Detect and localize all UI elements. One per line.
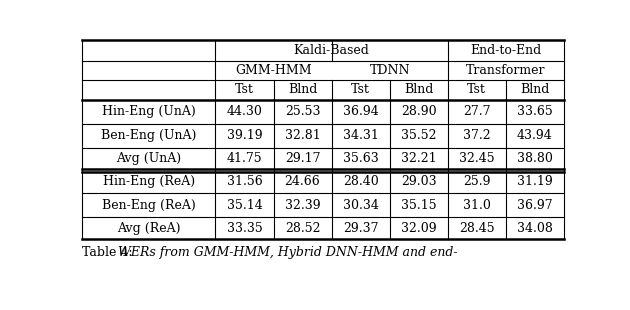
Text: 35.14: 35.14: [227, 199, 262, 212]
Text: Hin-Eng (UnA): Hin-Eng (UnA): [102, 105, 195, 118]
Text: 39.19: 39.19: [227, 129, 262, 142]
Text: Blnd: Blnd: [288, 83, 318, 96]
Text: GMM-HMM: GMM-HMM: [235, 64, 312, 77]
Text: 32.21: 32.21: [401, 152, 437, 165]
Text: 28.45: 28.45: [459, 222, 495, 235]
Text: 28.40: 28.40: [343, 175, 379, 188]
Text: 28.52: 28.52: [285, 222, 320, 235]
Text: 36.94: 36.94: [343, 105, 379, 118]
Text: 24.66: 24.66: [285, 175, 321, 188]
Text: Kaldi-Based: Kaldi-Based: [294, 44, 370, 57]
Text: 31.56: 31.56: [227, 175, 262, 188]
Text: 33.65: 33.65: [517, 105, 553, 118]
Text: 25.9: 25.9: [463, 175, 491, 188]
Text: 35.52: 35.52: [401, 129, 437, 142]
Text: 30.34: 30.34: [343, 199, 379, 212]
Text: End-to-End: End-to-End: [470, 44, 541, 57]
Text: 33.35: 33.35: [227, 222, 262, 235]
Text: Ben-Eng (UnA): Ben-Eng (UnA): [101, 129, 197, 142]
Text: 37.2: 37.2: [463, 129, 491, 142]
Text: 34.08: 34.08: [517, 222, 553, 235]
Text: 34.31: 34.31: [343, 129, 379, 142]
Text: 31.19: 31.19: [517, 175, 553, 188]
Text: 27.7: 27.7: [463, 105, 491, 118]
Text: 29.37: 29.37: [343, 222, 379, 235]
Text: Tst: Tst: [235, 83, 254, 96]
Text: TDNN: TDNN: [369, 64, 410, 77]
Text: Tst: Tst: [351, 83, 370, 96]
Text: Tst: Tst: [467, 83, 486, 96]
Text: Blnd: Blnd: [404, 83, 433, 96]
Text: Blnd: Blnd: [520, 83, 549, 96]
Text: Table 4:: Table 4:: [82, 246, 136, 259]
Text: 32.09: 32.09: [401, 222, 437, 235]
Text: 38.80: 38.80: [517, 152, 553, 165]
Text: 32.81: 32.81: [285, 129, 321, 142]
Text: 36.97: 36.97: [517, 199, 553, 212]
Text: 31.0: 31.0: [463, 199, 491, 212]
Text: 43.94: 43.94: [517, 129, 553, 142]
Text: Avg (UnA): Avg (UnA): [116, 152, 181, 165]
Text: 32.39: 32.39: [285, 199, 321, 212]
Text: 35.15: 35.15: [401, 199, 437, 212]
Text: WERs from GMM-HMM, Hybrid DNN-HMM and end-: WERs from GMM-HMM, Hybrid DNN-HMM and en…: [118, 246, 458, 259]
Text: 32.45: 32.45: [459, 152, 495, 165]
Text: 35.63: 35.63: [343, 152, 379, 165]
Text: 28.90: 28.90: [401, 105, 437, 118]
Text: 25.53: 25.53: [285, 105, 320, 118]
Text: 29.03: 29.03: [401, 175, 437, 188]
Text: Transformer: Transformer: [466, 64, 546, 77]
Text: 41.75: 41.75: [227, 152, 262, 165]
Text: 29.17: 29.17: [285, 152, 320, 165]
Text: Avg (ReA): Avg (ReA): [117, 222, 180, 235]
Text: Ben-Eng (ReA): Ben-Eng (ReA): [102, 199, 195, 212]
Text: Hin-Eng (ReA): Hin-Eng (ReA): [103, 175, 195, 188]
Text: 44.30: 44.30: [227, 105, 263, 118]
